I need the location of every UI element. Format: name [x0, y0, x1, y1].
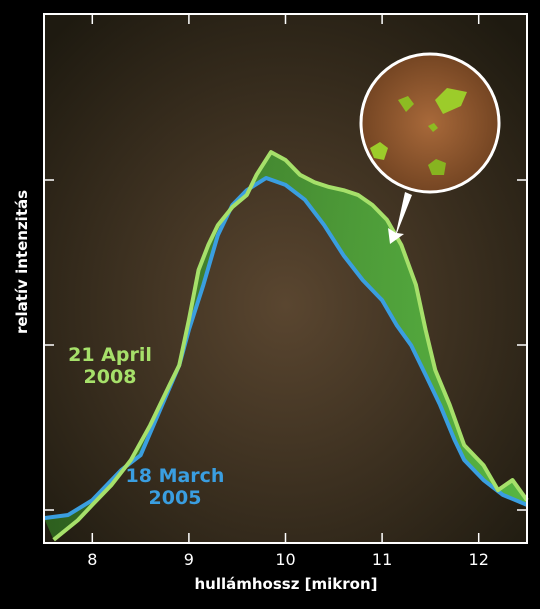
x-tick-label: 11 [372, 550, 392, 569]
x-tick-label: 8 [87, 550, 97, 569]
x-axis-label: hullámhossz [mikron] [194, 575, 377, 593]
series-label: 18 March 2005 [125, 465, 225, 509]
x-tick-label: 9 [184, 550, 194, 569]
series-label: 21 April 2008 [68, 344, 152, 388]
series-line [43, 175, 528, 521]
series-line [52, 150, 529, 542]
y-axis-label: relatív intenzitás [13, 190, 31, 334]
x-tick-label: 10 [275, 550, 295, 569]
y-ticks [44, 179, 527, 511]
plot [43, 150, 529, 542]
inset [359, 52, 501, 244]
x-tick-label: 12 [469, 550, 489, 569]
